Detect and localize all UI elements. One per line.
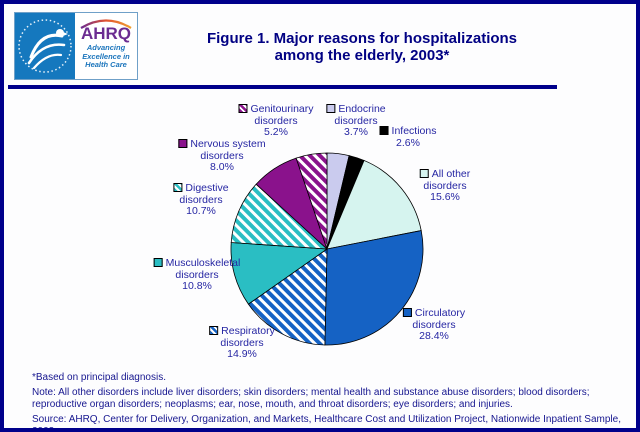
legend-marker-endocrine-disorders bbox=[326, 104, 336, 113]
pie-pct-endocrine-disorders: 3.7% bbox=[344, 126, 368, 138]
pie-label-musculoskeletal-disorders: Musculoskeletal disorders 10.8% bbox=[153, 257, 240, 293]
header-divider bbox=[8, 85, 557, 89]
pie-label-nervous-system-disorders: Nervous system disorders 8.0% bbox=[178, 138, 266, 174]
hhs-eagle-icon bbox=[15, 13, 75, 79]
rainbow-arc-icon bbox=[80, 19, 132, 29]
pie-label-respiratory-disorders: Respiratory disorders 14.9% bbox=[209, 325, 275, 361]
legend-marker-all-other-disorders bbox=[419, 169, 429, 178]
pie-label-digestive-disorders: Digestive disorders 10.7% bbox=[173, 182, 229, 218]
pie-pct-musculoskeletal-disorders: 10.8% bbox=[182, 280, 212, 292]
footnote-principal-diagnosis: *Based on principal diagnosis. bbox=[32, 372, 166, 383]
pie-label-endocrine-disorders: Endocrine disorders 3.7% bbox=[326, 103, 386, 139]
pie-label-circulatory-disorders: Circulatory disorders 28.4% bbox=[402, 307, 465, 343]
legend-marker-musculoskeletal-disorders bbox=[153, 258, 163, 267]
pie-label-genitourinary-disorders: Genitourinary disorders 5.2% bbox=[238, 103, 314, 139]
pie-pct-nervous-system-disorders: 8.0% bbox=[210, 161, 234, 173]
legend-marker-circulatory-disorders bbox=[402, 308, 412, 317]
legend-marker-genitourinary-disorders bbox=[238, 104, 248, 113]
pie-label-all-other-disorders: All other disorders 15.6% bbox=[419, 168, 470, 204]
pie-slice-circulatory-disorders bbox=[324, 230, 424, 346]
ahrq-text: AHRQ bbox=[80, 24, 132, 43]
note-text: Note: All other disorders include liver … bbox=[32, 387, 590, 410]
legend-marker-digestive-disorders bbox=[173, 183, 183, 192]
source-text: Source: AHRQ, Center for Delivery, Organ… bbox=[32, 414, 621, 432]
pie-pct-genitourinary-disorders: 5.2% bbox=[264, 126, 288, 138]
pie-pct-circulatory-disorders: 28.4% bbox=[419, 330, 449, 342]
figure-title: Figure 1. Major reasons for hospitalizat… bbox=[144, 30, 580, 64]
ahrq-wordmark: AHRQ Advancing Excellence in Health Care bbox=[75, 13, 137, 79]
pie-slice-genitourinary-disorders bbox=[295, 152, 328, 250]
footnotes: *Based on principal diagnosis. Note: All… bbox=[32, 372, 628, 432]
pie-chart bbox=[230, 152, 424, 346]
legend-marker-nervous-system-disorders bbox=[178, 139, 188, 148]
legend-marker-respiratory-disorders bbox=[209, 326, 219, 335]
pie-slice-all-other-disorders bbox=[326, 159, 422, 250]
pie-pct-infections: 2.6% bbox=[396, 136, 420, 149]
ahrq-hhs-logo: AHRQ Advancing Excellence in Health Care bbox=[14, 12, 138, 80]
pie-pct-digestive-disorders: 10.7% bbox=[186, 205, 216, 217]
pie-label-infections: Infections 2.6% bbox=[379, 125, 436, 149]
figure-title-line1: Figure 1. Major reasons for hospitalizat… bbox=[206, 30, 518, 47]
pie-pct-all-other-disorders: 15.6% bbox=[430, 191, 460, 203]
pie-slice-respiratory-disorders bbox=[247, 248, 328, 346]
legend-marker-infections bbox=[379, 126, 389, 135]
pie-pct-respiratory-disorders: 14.9% bbox=[227, 348, 257, 360]
figure-title-line2: among the elderly, 2003* bbox=[274, 47, 450, 64]
ahrq-tagline: Advancing Excellence in Health Care bbox=[82, 43, 130, 69]
